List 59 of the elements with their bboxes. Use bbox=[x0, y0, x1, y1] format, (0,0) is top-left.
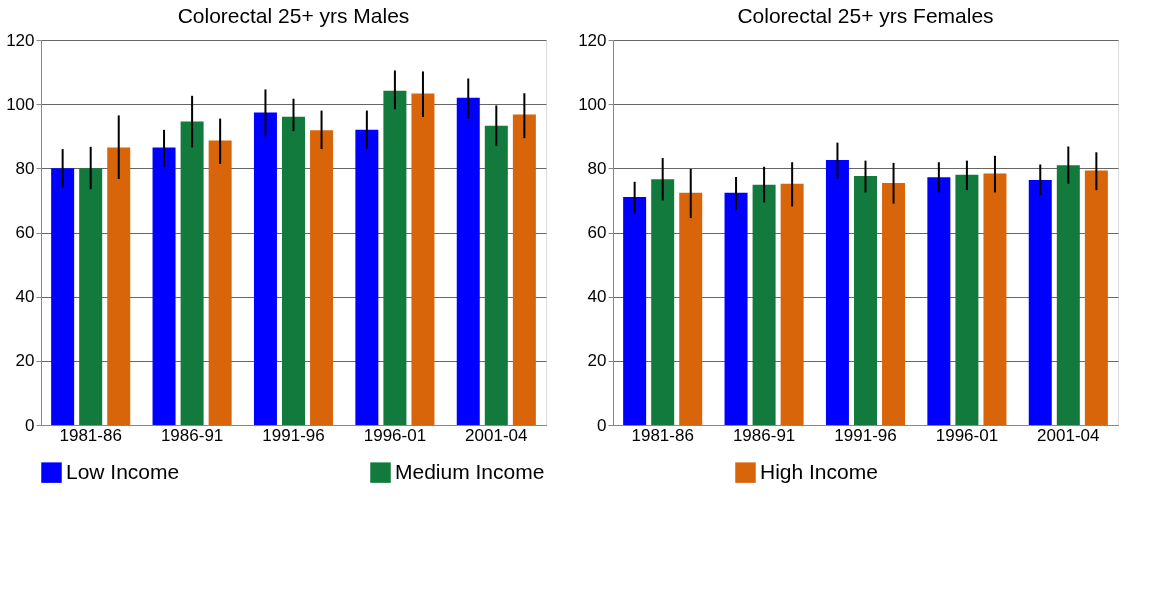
y-tick-label: 20 bbox=[587, 351, 607, 371]
bar bbox=[152, 147, 176, 425]
bar bbox=[208, 140, 232, 425]
y-tick-label: 80 bbox=[587, 158, 607, 178]
y-tick-label: 120 bbox=[6, 30, 35, 50]
bar bbox=[484, 125, 508, 425]
legend-label: Medium Income bbox=[395, 459, 545, 483]
y-tick-label: 60 bbox=[15, 223, 35, 242]
y-tick-label: 80 bbox=[15, 158, 35, 178]
y-tick-label: 40 bbox=[587, 287, 607, 307]
legend-label: High Income bbox=[760, 459, 878, 483]
bar bbox=[253, 112, 277, 425]
bar bbox=[623, 196, 647, 425]
bar bbox=[983, 173, 1007, 425]
x-tick-label: 2001-04 bbox=[465, 425, 528, 445]
bar bbox=[752, 184, 776, 425]
y-tick-label: 100 bbox=[578, 94, 607, 114]
chart-title: Colorectal 25+ yrs Females bbox=[737, 4, 994, 27]
y-tick-label: 60 bbox=[587, 223, 607, 242]
bar bbox=[679, 192, 703, 425]
x-tick-label: 1986-91 bbox=[732, 425, 796, 445]
legend-label: Low Income bbox=[66, 459, 180, 483]
bar bbox=[955, 174, 979, 425]
bar bbox=[882, 183, 906, 425]
x-tick-label: 1996-01 bbox=[935, 425, 999, 445]
bar bbox=[310, 130, 334, 425]
y-tick-label: 120 bbox=[578, 30, 607, 50]
y-tick-label: 0 bbox=[25, 415, 35, 435]
bar bbox=[724, 192, 748, 425]
x-tick-label: 1996-01 bbox=[363, 425, 427, 445]
x-tick-label: 1991-96 bbox=[834, 425, 897, 445]
bar bbox=[651, 179, 675, 425]
bar bbox=[780, 183, 804, 425]
bar bbox=[512, 114, 536, 425]
x-tick-label: 1986-91 bbox=[160, 425, 224, 445]
bar bbox=[79, 168, 103, 425]
bar bbox=[1084, 170, 1108, 425]
bar bbox=[854, 176, 877, 425]
x-tick-label: 1991-96 bbox=[262, 425, 325, 445]
bar bbox=[180, 121, 204, 425]
bar bbox=[927, 177, 951, 425]
bar bbox=[355, 129, 379, 425]
x-tick-label: 2001-04 bbox=[1037, 425, 1100, 445]
y-tick-label: 0 bbox=[597, 415, 607, 435]
bar bbox=[383, 90, 407, 425]
bar bbox=[825, 159, 849, 425]
bar bbox=[1028, 179, 1052, 425]
x-tick-label: 1981-86 bbox=[59, 425, 122, 445]
y-tick-label: 40 bbox=[15, 287, 35, 307]
bar bbox=[282, 116, 305, 425]
x-tick-label: 1981-86 bbox=[631, 425, 694, 445]
y-tick-label: 100 bbox=[6, 94, 35, 114]
bar bbox=[411, 93, 435, 425]
bar bbox=[1056, 165, 1080, 425]
bar bbox=[107, 147, 131, 425]
y-tick-label: 20 bbox=[15, 351, 35, 371]
bar bbox=[51, 168, 75, 425]
bar bbox=[456, 97, 480, 425]
chart-title: Colorectal 25+ yrs Males bbox=[177, 4, 410, 27]
